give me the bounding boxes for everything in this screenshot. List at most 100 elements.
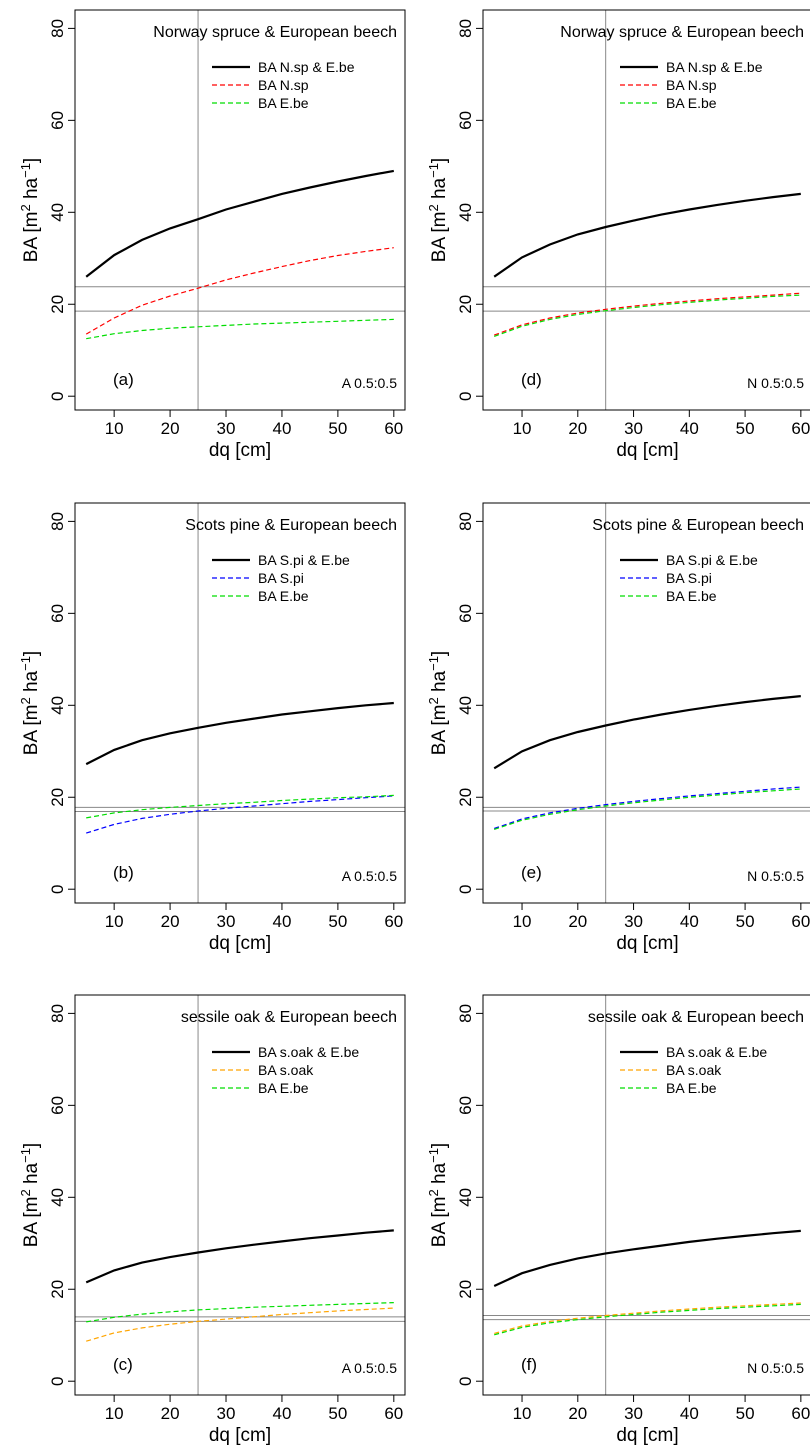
series-line-0	[493, 1229, 801, 1287]
y-tick-label: 80	[48, 512, 67, 531]
y-axis-title: BA [m2 ha−1]	[426, 158, 451, 262]
x-tick-label: 10	[105, 419, 124, 438]
legend-label: BA N.sp	[258, 77, 309, 93]
y-tick-label: 0	[456, 1376, 475, 1385]
x-tick-label: 20	[161, 1404, 180, 1423]
legend-label: BA s.oak & E.be	[666, 1044, 767, 1060]
y-axis-title: BA [m2 ha−1]	[18, 651, 43, 755]
x-tick-label: 60	[791, 1404, 810, 1423]
y-tick-label: 60	[48, 1096, 67, 1115]
panel-title: sessile oak & European beech	[588, 1009, 804, 1026]
series-line-2	[494, 1303, 801, 1336]
series-line-0	[85, 701, 394, 766]
x-tick-label: 30	[217, 1404, 236, 1423]
series-line-0	[493, 695, 801, 770]
legend-label: BA E.be	[258, 1080, 309, 1096]
y-tick-label: 40	[48, 1188, 67, 1207]
x-tick-label: 50	[736, 1404, 755, 1423]
y-axis-title-end: ]	[21, 651, 42, 656]
y-tick-label: 40	[48, 696, 67, 715]
x-tick-label: 10	[513, 419, 532, 438]
y-tick-label: 40	[48, 203, 67, 222]
panel-f: 10 20 30 40 50 60 0 20 40 60 80 dq [cm] BA [m2 ha−1]…	[426, 994, 810, 1446]
y-tick-label: 0	[48, 391, 67, 400]
y-axis-title-sup-m2: 2	[426, 204, 441, 211]
x-tick-label: 10	[513, 912, 532, 931]
legend-label: BA s.oak & E.be	[258, 1044, 359, 1060]
series-line-0	[85, 169, 394, 278]
x-tick-label: 40	[272, 912, 291, 931]
x-tick-label: 30	[217, 419, 236, 438]
x-tick-label: 50	[328, 1404, 347, 1423]
y-tick-label: 80	[456, 19, 475, 38]
legend-label: BA E.be	[258, 588, 309, 604]
y-axis-title-ha: ha	[21, 670, 42, 697]
legend-label: BA E.be	[666, 95, 717, 111]
y-tick-label: 80	[456, 1004, 475, 1023]
y-axis-title-sup-ha: −1	[18, 163, 33, 178]
y-tick-label: 60	[456, 1096, 475, 1115]
y-tick-label: 40	[456, 203, 475, 222]
x-tick-label: 50	[328, 912, 347, 931]
panel-title: Norway spruce & European beech	[560, 24, 804, 41]
series-line-1	[86, 1307, 394, 1342]
y-tick-label: 40	[456, 1188, 475, 1207]
x-tick-label: 60	[791, 912, 810, 931]
legend-label: BA N.sp & E.be	[258, 59, 355, 75]
y-tick-label: 80	[48, 19, 67, 38]
y-tick-label: 20	[48, 1280, 67, 1299]
panel-note: N 0.5:0.5	[747, 375, 804, 391]
y-axis-title-end: ]	[21, 1143, 42, 1148]
y-axis-title-sup-ha: −1	[426, 1148, 441, 1163]
x-tick-label: 50	[736, 419, 755, 438]
panel-title: Norway spruce & European beech	[153, 24, 397, 41]
legend-label: BA E.be	[666, 588, 717, 604]
y-axis-title-sup-m2: 2	[426, 697, 441, 704]
x-tick-label: 60	[384, 1404, 403, 1423]
y-axis-title: BA [m2 ha−1]	[426, 1143, 451, 1247]
x-tick-label: 50	[328, 419, 347, 438]
panel-title: Scots pine & European beech	[185, 517, 397, 534]
legend-label: BA N.sp	[666, 77, 717, 93]
panel-letter: (e)	[521, 863, 542, 882]
y-axis-title-ha: ha	[429, 670, 450, 697]
x-tick-label: 60	[791, 419, 810, 438]
plot-frame	[482, 9, 810, 411]
x-tick-label: 30	[624, 912, 643, 931]
panel-note: A 0.5:0.5	[342, 1360, 397, 1376]
legend-label: BA s.oak	[258, 1062, 314, 1078]
series-line-0	[493, 192, 801, 278]
x-tick-label: 20	[161, 419, 180, 438]
legend-label: BA S.pi & E.be	[666, 552, 758, 568]
y-axis-title-sup-ha: −1	[426, 163, 441, 178]
y-tick-label: 80	[456, 512, 475, 531]
x-tick-label: 30	[217, 912, 236, 931]
legend-label: BA S.pi	[258, 570, 304, 586]
y-axis-title: BA [m2 ha−1]	[18, 1143, 43, 1247]
y-axis-title-sup-m2: 2	[18, 697, 33, 704]
y-axis-title-ha: ha	[21, 1162, 42, 1189]
panel-letter: (b)	[113, 863, 134, 882]
y-axis-title-main: BA [m	[429, 212, 450, 263]
y-tick-label: 0	[48, 1376, 67, 1385]
panel-letter: (a)	[113, 370, 134, 389]
y-axis-title-sup-m2: 2	[18, 204, 33, 211]
series-line-1	[493, 292, 801, 336]
x-axis-title: dq [cm]	[616, 440, 678, 461]
legend-label: BA S.pi & E.be	[258, 552, 350, 568]
x-axis-title: dq [cm]	[209, 1425, 271, 1446]
panel-d: 10 20 30 40 50 60 0 20 40 60 80 dq [cm] BA [m2 ha−1]…	[426, 9, 810, 461]
y-axis-title-sup-ha: −1	[18, 1148, 33, 1163]
legend-label: BA N.sp & E.be	[666, 59, 763, 75]
series-line-1	[494, 786, 801, 830]
y-axis-title-ha: ha	[429, 177, 450, 204]
panel-title: Scots pine & European beech	[592, 517, 804, 534]
y-axis-title-ha: ha	[21, 177, 42, 204]
panel-note: A 0.5:0.5	[342, 868, 397, 884]
y-axis-title-main: BA [m	[429, 705, 450, 756]
y-axis-title-sup-m2: 2	[426, 1189, 441, 1196]
y-axis-title: BA [m2 ha−1]	[18, 158, 43, 262]
y-axis-title-main: BA [m	[21, 705, 42, 756]
x-axis-title: dq [cm]	[209, 440, 271, 461]
